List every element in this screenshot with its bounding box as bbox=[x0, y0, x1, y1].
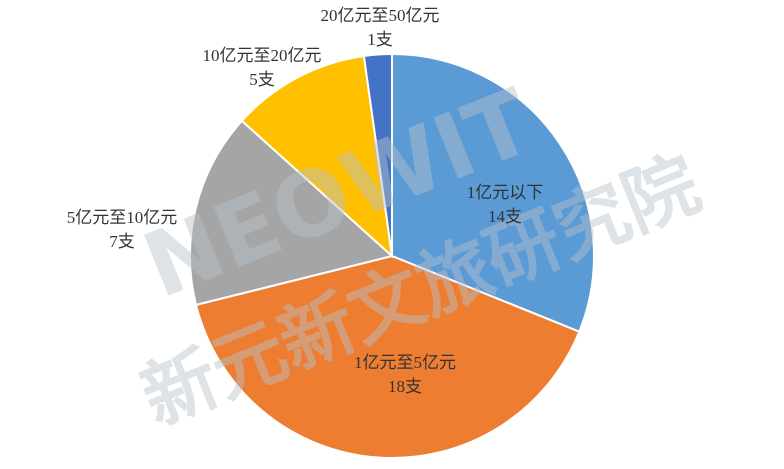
slice-value-label: 5支 bbox=[249, 70, 275, 89]
slice-value-label: 7支 bbox=[109, 232, 135, 251]
slices bbox=[189, 52, 595, 459]
slice-category-label: 10亿元至20亿元 bbox=[203, 46, 322, 65]
labels: 1亿元以下 14支 1亿元至5亿元 18支 5亿元至10亿元 7支 10亿元至20亿元 5支 2… bbox=[67, 6, 544, 396]
pie-slice bbox=[391, 52, 595, 333]
slice-value-label: 1支 bbox=[367, 30, 393, 49]
slice-category-label: 5亿元至10亿元 bbox=[67, 208, 178, 227]
pie-slice bbox=[240, 54, 394, 259]
slice-category-label: 1亿元至5亿元 bbox=[354, 353, 456, 372]
pie-slice bbox=[194, 254, 581, 459]
slice-value-label: 14支 bbox=[488, 207, 522, 226]
slice-category-label: 20亿元至50亿元 bbox=[321, 6, 440, 25]
slice-value-label: 18支 bbox=[388, 377, 422, 396]
slice-category-label: 1亿元以下 bbox=[467, 183, 544, 202]
pie-slice bbox=[362, 52, 393, 257]
pie-slice bbox=[189, 119, 395, 307]
